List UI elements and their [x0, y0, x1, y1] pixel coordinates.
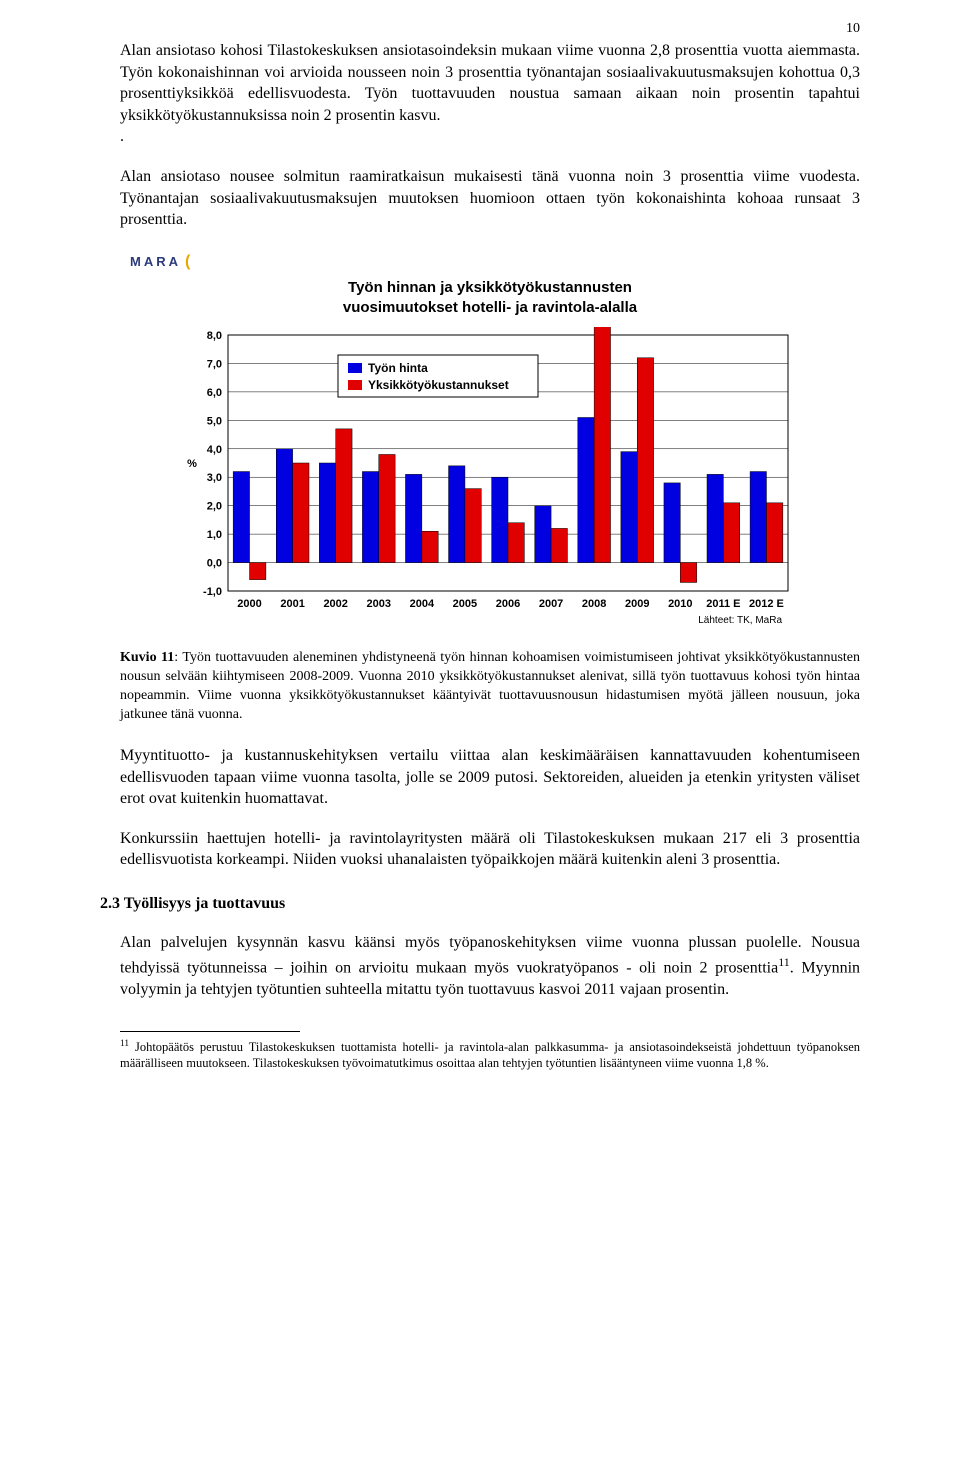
- chart-title: Työn hinnan ja yksikkötyökustannusten vu…: [120, 278, 860, 317]
- svg-text:2006: 2006: [496, 598, 520, 610]
- mara-logo-text: MARA: [130, 253, 181, 271]
- svg-text:-1,0: -1,0: [203, 586, 222, 598]
- svg-text:Lähteet: TK, MaRa: Lähteet: TK, MaRa: [698, 615, 782, 626]
- svg-text:2003: 2003: [367, 598, 391, 610]
- mara-logo: MARA (: [130, 251, 190, 273]
- svg-text:0,0: 0,0: [207, 558, 222, 570]
- svg-text:2007: 2007: [539, 598, 563, 610]
- footnote-number: 11: [120, 1039, 129, 1049]
- svg-text:2008: 2008: [582, 598, 606, 610]
- mara-logo-swirl: (: [185, 251, 190, 273]
- paragraph-1b-text: .: [120, 128, 124, 145]
- svg-text:2009: 2009: [625, 598, 649, 610]
- svg-text:4,0: 4,0: [207, 444, 222, 456]
- svg-text:2,0: 2,0: [207, 501, 222, 513]
- caption-lead: Kuvio 11: [120, 650, 174, 665]
- paragraph-1-text: Alan ansiotaso kohosi Tilastokeskuksen a…: [120, 42, 860, 124]
- svg-text:2011 E: 2011 E: [706, 598, 740, 610]
- svg-text:2010: 2010: [668, 598, 692, 610]
- chart-title-line1: Työn hinnan ja yksikkötyökustannusten: [348, 279, 632, 296]
- svg-text:2005: 2005: [453, 598, 477, 610]
- svg-text:2002: 2002: [323, 598, 347, 610]
- chart-container: MARA ( Työn hinnan ja yksikkötyökustannu…: [120, 251, 860, 638]
- figure-caption: Kuvio 11: Työn tuottavuuden aleneminen y…: [120, 649, 860, 725]
- bar-chart: -1,0 0,0 1,0 2,0 3,0 4,0 5,0 6,0 7,0 8,0% 2000 2001…: [180, 327, 800, 637]
- paragraph-4: Konkurssiin haettujen hotelli- ja ravint…: [120, 828, 860, 871]
- svg-text:%: %: [187, 458, 197, 470]
- paragraph-5: Alan palvelujen kysynnän kasvu käänsi my…: [120, 932, 860, 1000]
- footnote-ref: 11: [778, 955, 790, 969]
- paragraph-5a: Alan palvelujen kysynnän kasvu käänsi my…: [120, 934, 860, 976]
- svg-text:2001: 2001: [280, 598, 304, 610]
- svg-text:5,0: 5,0: [207, 416, 222, 428]
- svg-text:2004: 2004: [410, 598, 435, 610]
- svg-text:Yksikkötyökustannukset: Yksikkötyökustannukset: [368, 378, 509, 392]
- svg-text:2000: 2000: [237, 598, 261, 610]
- footnote-rule: [120, 1031, 300, 1032]
- svg-text:8,0: 8,0: [207, 330, 222, 342]
- footnote: 11 Johtopäätös perustuu Tilastokeskuksen…: [120, 1038, 860, 1072]
- svg-text:6,0: 6,0: [207, 387, 222, 399]
- page-number: 10: [846, 20, 860, 39]
- section-heading: 2.3 Työllisyys ja tuottavuus: [100, 893, 860, 915]
- svg-text:2012 E: 2012 E: [749, 598, 784, 610]
- footnote-text: Johtopäätös perustuu Tilastokeskuksen tu…: [120, 1040, 860, 1070]
- svg-text:Työn hinta: Työn hinta: [368, 361, 428, 375]
- paragraph-1: Alan ansiotaso kohosi Tilastokeskuksen a…: [120, 40, 860, 148]
- chart-title-line2: vuosimuutokset hotelli- ja ravintola-ala…: [343, 299, 637, 316]
- paragraph-2: Alan ansiotaso nousee solmitun raamiratk…: [120, 166, 860, 231]
- paragraph-3: Myyntituotto- ja kustannuskehityksen ver…: [120, 745, 860, 810]
- caption-text: : Työn tuottavuuden aleneminen yhdistyne…: [120, 650, 860, 722]
- svg-text:1,0: 1,0: [207, 529, 222, 541]
- svg-text:7,0: 7,0: [207, 359, 222, 371]
- svg-text:3,0: 3,0: [207, 473, 222, 485]
